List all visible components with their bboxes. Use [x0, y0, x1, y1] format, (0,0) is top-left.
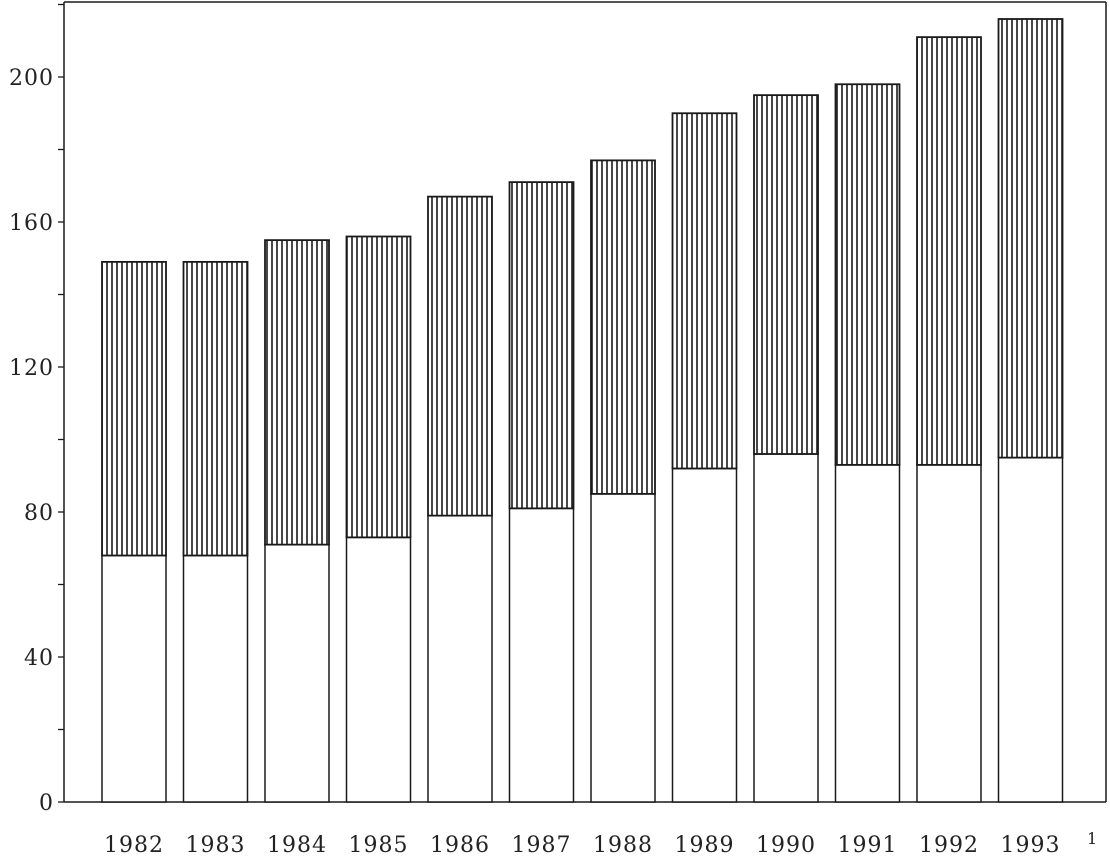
bar-lower-segment: [101, 554, 167, 803]
bar-upper-segment: [916, 36, 982, 466]
bar-lower-segment: [182, 554, 249, 803]
x-tick-label: 1993: [1001, 833, 1061, 857]
x-tick-label: 1985: [349, 833, 409, 857]
bar-upper-segment: [264, 239, 330, 546]
bar-upper-segment: [590, 159, 656, 495]
bar-lower-segment: [427, 514, 493, 803]
bar-upper-segment: [834, 83, 901, 466]
y-tick-label: 80: [24, 501, 54, 526]
x-tick-label: 1986: [430, 833, 490, 857]
y-tick-label: 160: [9, 211, 54, 236]
x-axis: 1982 1983 1984 1985 1986 1987 1988 1989 1990 1991…: [104, 833, 1061, 857]
bars-group: [101, 18, 1064, 803]
bar-lower-segment: [916, 464, 982, 803]
x-tick-label: 1987: [512, 833, 572, 857]
y-tick-label: 200: [9, 66, 54, 91]
bar-lower-segment: [508, 507, 575, 803]
x-tick-label: 1988: [593, 833, 653, 857]
bar-lower-segment: [345, 536, 412, 803]
y-tick-label: 120: [9, 356, 54, 381]
y-tick-label: 40: [24, 646, 54, 671]
x-tick-label: 1992: [919, 833, 979, 857]
bar-upper-segment: [753, 94, 819, 455]
y-tick-label: 0: [39, 791, 54, 816]
bar-lower-segment: [590, 493, 656, 803]
bar-upper-segment: [508, 181, 575, 510]
bar-lower-segment: [671, 467, 738, 803]
x-tick-label: 1991: [838, 833, 898, 857]
bar-upper-segment: [997, 18, 1064, 459]
bar-lower-segment: [264, 543, 330, 803]
bar-upper-segment: [427, 195, 493, 517]
trailing-label: 1: [1087, 829, 1097, 848]
x-tick-label: 1982: [104, 833, 164, 857]
y-axis: 0 40 80 120 160 200: [9, 3, 64, 816]
bar-lower-segment: [997, 456, 1064, 803]
x-tick-label: 1983: [186, 833, 246, 857]
x-tick-label: 1984: [267, 833, 327, 857]
bar-lower-segment: [753, 453, 819, 803]
bar-upper-segment: [671, 112, 738, 470]
x-tick-label: 1990: [756, 833, 816, 857]
bar-upper-segment: [182, 260, 249, 557]
x-tick-label: 1989: [675, 833, 735, 857]
bar-lower-segment: [834, 464, 901, 803]
bar-upper-segment: [101, 260, 167, 557]
bar-upper-segment: [345, 235, 412, 539]
